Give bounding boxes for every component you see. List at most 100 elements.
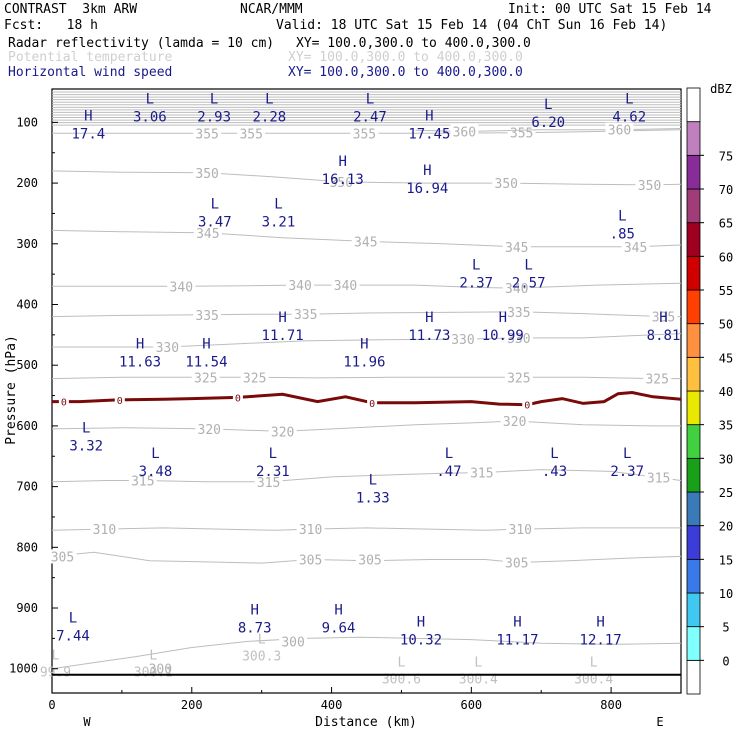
zero-dbz-label: 0	[524, 401, 530, 412]
wind-extremum-value: 3.47	[198, 214, 232, 230]
theta-label-bg	[296, 552, 325, 567]
wind-extremum-marker: L	[472, 258, 480, 274]
theta-minimum-value: 300.4	[459, 673, 498, 688]
theta-contour-label: 330	[507, 332, 530, 347]
x-end-label-west: W	[83, 715, 91, 729]
theta-contour-label: 315	[257, 476, 280, 491]
theta-label-bg	[467, 465, 496, 480]
wind-extremum-value: 11.71	[262, 328, 304, 344]
theta-contour-label: 345	[196, 227, 219, 242]
wind-extremum-marker: H	[417, 615, 425, 631]
wind-extremum-marker: H	[513, 615, 521, 631]
wind-extremum-marker: L	[211, 196, 219, 212]
theta-contour-label: 305	[299, 553, 322, 568]
theta-label-bg	[167, 279, 196, 294]
theta-contour-355	[52, 129, 682, 134]
theta-label-bg	[331, 278, 360, 293]
wind-extremum-value: .47	[436, 464, 461, 480]
theta-contour-label: 335	[507, 306, 530, 321]
wind-extremum-value: 11.96	[343, 355, 385, 371]
wind-extremum-marker: L	[550, 446, 558, 462]
colorbar-level-label: 35	[719, 419, 733, 433]
theta-contour-label: 320	[271, 425, 294, 440]
theta-label-bg	[90, 522, 119, 537]
colorbar-swatch	[686, 121, 701, 156]
colorbar-level-label: 5	[722, 621, 729, 635]
colorbar-swatch	[686, 525, 701, 560]
theta-contour-label: 350	[495, 177, 518, 192]
x-axis-title: Distance (km)	[315, 715, 417, 730]
wind-extremum-value: 11.73	[408, 328, 450, 344]
theta-contour-325	[51, 376, 681, 380]
theta-label-bg	[507, 125, 536, 140]
theta-label-bg	[605, 122, 634, 137]
theta-contour-label: 355	[239, 127, 262, 142]
theta-contour-320	[51, 420, 681, 432]
wind-extremum-marker: H	[425, 108, 433, 124]
theta-label-bg	[237, 126, 266, 141]
colorbar-swatch	[686, 323, 701, 358]
theta-label-bg	[193, 225, 222, 240]
wind-extremum-marker: H	[136, 337, 144, 353]
wind-extremum-marker: L	[445, 446, 453, 462]
wind-extremum-value: 3.48	[139, 464, 173, 480]
theta-contour-label: 305	[505, 556, 528, 571]
wind-extremum-value: 6.20	[531, 115, 565, 131]
colorbar-level-label: 40	[719, 385, 733, 399]
theta-contour-label: 325	[243, 371, 266, 386]
zero-label-bg	[232, 391, 243, 404]
field3-name: Horizontal wind speed	[8, 65, 173, 80]
theta-contour-label: 310	[93, 523, 116, 538]
theta-label-bg	[286, 278, 315, 293]
y-tick-label: 400	[16, 297, 38, 311]
wind-extremum-marker: L	[269, 446, 277, 462]
colorbar-swatch	[686, 289, 701, 325]
theta-contour-label: 345	[624, 241, 647, 256]
y-tick-label: 800	[16, 540, 38, 554]
wind-extremum-value: 4.62	[612, 109, 646, 125]
colorbar-level-label: 45	[719, 351, 733, 365]
theta-label-bg	[128, 473, 157, 488]
init-time: Init: 00 UTC Sat 15 Feb 14	[508, 2, 712, 17]
theta-contour-label: 345	[354, 235, 377, 250]
theta-contour-label: 330	[156, 341, 179, 356]
theta-label-bg	[621, 239, 650, 254]
theta-contour-label: 325	[194, 371, 217, 386]
theta-contour-label: 355	[195, 127, 218, 142]
theta-minimum-marker: L	[474, 656, 482, 671]
theta-contour-label: 310	[509, 523, 532, 538]
wind-extremum-value: 16.94	[406, 181, 448, 197]
theta-minimum-value: 300.3	[242, 650, 281, 665]
field1-name: Radar reflectivity (lamda = 10 cm)	[8, 36, 275, 51]
wind-extremum-value: 2.37	[459, 276, 493, 292]
wind-extremum-marker: L	[265, 91, 273, 107]
theta-contour-335	[51, 311, 681, 318]
wind-extremum-marker: L	[146, 91, 154, 107]
y-tick-label: 600	[16, 419, 38, 433]
colorbar-swatch	[686, 154, 701, 190]
theta-label-bg	[279, 634, 308, 649]
theta-contour-label: 300	[281, 635, 304, 650]
y-axis-title: Pressure (hPa)	[4, 335, 19, 445]
theta-contour-label: 330	[451, 333, 474, 348]
y-tick-label: 100	[16, 115, 38, 129]
wind-extremum-value: 2.31	[256, 464, 290, 480]
field2-name: Potential temperature	[8, 50, 173, 65]
colorbar-swatch	[686, 356, 701, 392]
wind-extremum-marker: H	[360, 337, 368, 353]
theta-label-bg	[448, 332, 477, 347]
colorbar-level-label: 20	[719, 520, 733, 534]
colorbar-level-label: 25	[719, 486, 733, 500]
theta-label-bg	[191, 370, 220, 385]
theta-label-bg	[504, 304, 533, 319]
x-end-label-east: E	[656, 715, 663, 729]
colorbar-level-label: 50	[719, 318, 733, 332]
colorbar-swatch	[686, 424, 701, 459]
theta-label-bg	[254, 474, 283, 489]
wind-extremum-value: 2.28	[252, 109, 286, 125]
wind-extremum-value: 1.33	[356, 491, 390, 507]
colorbar-level-label: 15	[719, 553, 733, 567]
y-tick-label: 300	[16, 237, 38, 251]
theta-label-bg	[502, 555, 531, 570]
y-tick-label: 200	[16, 176, 38, 190]
